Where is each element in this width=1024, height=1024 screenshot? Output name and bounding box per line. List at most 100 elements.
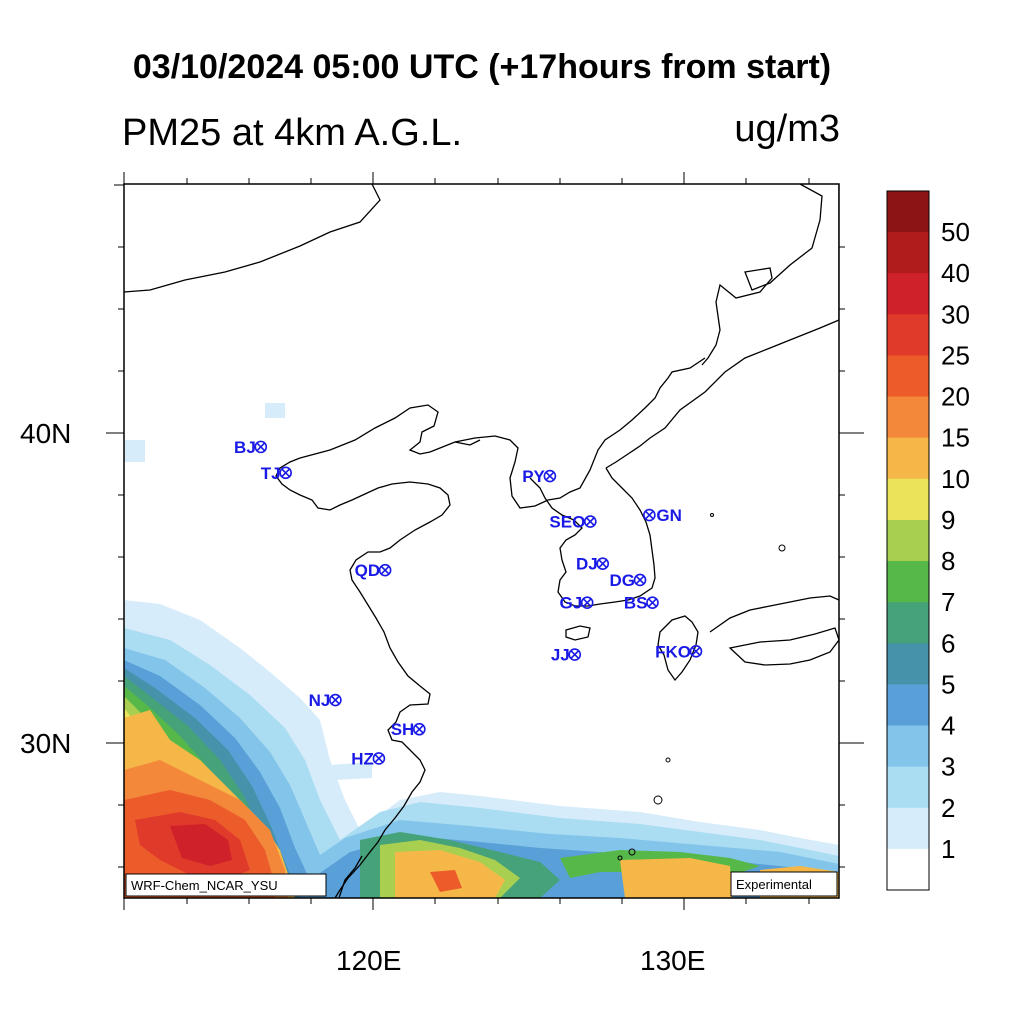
colorbar-swatch [887, 232, 929, 274]
station-label: HZ [351, 749, 374, 768]
map-title: 03/10/2024 05:00 UTC (+17hours from star… [132, 48, 832, 86]
station-markers: BJ TJ PY SEO GN QD DJ DG GJ BS JJ FKO NJ SH HZ [234, 438, 703, 768]
station-cross-mark [691, 646, 701, 656]
island-dokdo [710, 513, 714, 517]
colorbar-swatch [887, 602, 929, 644]
station-label: JJ [551, 646, 570, 665]
station-cross-mark [585, 517, 595, 526]
station-cross-mark [582, 598, 592, 608]
coastline-china-north [275, 457, 451, 898]
island-south-1 [665, 757, 671, 763]
station-marker-icon [413, 722, 426, 736]
station-marker-icon [580, 596, 594, 609]
station-hz: HZ [351, 749, 386, 768]
pm25-blob-north [265, 403, 285, 418]
station-cross-mark [281, 468, 291, 478]
station-marker-icon [584, 515, 597, 528]
colorbar-label: 20 [941, 382, 970, 412]
colorbar-swatch [887, 848, 929, 891]
colorbar-label: 50 [941, 217, 970, 247]
colorbar-swatch [887, 396, 929, 439]
station-label: BJ [234, 438, 256, 457]
station-bj: BJ [234, 438, 268, 457]
station-fko: FKO [655, 642, 703, 661]
colorbar-label: 3 [941, 752, 955, 782]
station-gn: GN [643, 506, 682, 525]
station-marker-icon [596, 557, 610, 571]
colorbar-swatch [887, 355, 929, 398]
colorbar-label: 2 [941, 793, 955, 823]
colorbar-outline [886, 190, 930, 891]
pm25-core-30-40 [170, 824, 232, 866]
lon-label-120e: 120E [336, 945, 401, 976]
colorbar-label: 1 [941, 834, 955, 864]
coastline-shandong-islands [454, 439, 481, 446]
colorbar-label: 9 [941, 505, 955, 535]
colorbar-label: 25 [941, 340, 970, 370]
colorbar-swatch [887, 437, 929, 480]
station-cross-mark [545, 471, 555, 481]
colorbar-label: 8 [941, 546, 955, 576]
station-cross-mark [330, 695, 340, 705]
station-label: SEO [549, 513, 585, 532]
station-cross-mark [598, 559, 608, 569]
station-marker-icon [633, 573, 647, 587]
coastline-japan-shikoku [728, 627, 839, 666]
colorbar-swatch [887, 807, 929, 850]
colorbar-label: 4 [941, 711, 955, 741]
station-label: BS [624, 594, 648, 613]
station-marker-icon [279, 466, 292, 480]
lat-label-30n: 30N [20, 728, 71, 759]
pm25-east-red [430, 870, 462, 892]
pm25-blob-west [124, 440, 145, 462]
station-cross-mark [644, 510, 654, 520]
colorbar-label: 10 [941, 464, 970, 494]
colorbar-swatch [887, 725, 929, 768]
station-seo: SEO [549, 513, 597, 532]
station-label: GJ [560, 594, 583, 613]
station-dg: DG [610, 571, 647, 590]
station-cross-mark [648, 598, 657, 608]
station-marker-icon [254, 440, 268, 454]
station-sh: SH [391, 720, 426, 739]
colorbar-label: 6 [941, 628, 955, 658]
station-py: PY [522, 467, 557, 486]
station-label: DG [610, 571, 636, 590]
station-label: FKO [655, 642, 691, 661]
station-label: QD [355, 561, 381, 580]
pm25-band-3-4 [124, 648, 839, 898]
station-nj: NJ [309, 691, 342, 710]
island-south-2 [653, 795, 663, 805]
tick-marks [106, 172, 864, 910]
colorbar-label: 40 [941, 258, 970, 288]
station-bs: BS [624, 594, 659, 613]
station-gj: GJ [560, 594, 594, 613]
colorbar-swatch [887, 643, 929, 685]
station-label: TJ [261, 464, 281, 483]
coastline-russia-border [701, 184, 823, 366]
coastline-bohai-liaodong [299, 357, 706, 509]
colorbar-swatch [887, 561, 929, 603]
coastlines [124, 184, 839, 898]
colorbar-swatch [887, 478, 929, 521]
station-tj: TJ [261, 464, 292, 483]
variable-label: PM25 at 4km A.G.L. [122, 112, 463, 154]
station-cross-mark [414, 724, 424, 734]
station-jj: JJ [551, 646, 582, 665]
colorbar-swatch [887, 766, 929, 809]
lat-label-40n: 40N [20, 418, 71, 449]
status-label: Experimental [736, 877, 812, 892]
pm25-blob-sea [330, 762, 372, 780]
station-cross-mark [374, 753, 384, 763]
colorbar-swatch [887, 314, 929, 356]
station-label: GN [656, 506, 682, 525]
island-okinawa [628, 848, 636, 856]
units-label: ug/m3 [734, 108, 840, 150]
station-marker-icon [378, 563, 392, 577]
colorbar: 50 40 30 25 20 15 10 9 8 7 6 5 4 3 2 1 [886, 190, 970, 891]
station-label: PY [522, 467, 545, 486]
coastline-russia-east [605, 184, 839, 469]
coastline-jeju [565, 625, 591, 641]
model-label: WRF-Chem_NCAR_YSU [131, 878, 278, 893]
